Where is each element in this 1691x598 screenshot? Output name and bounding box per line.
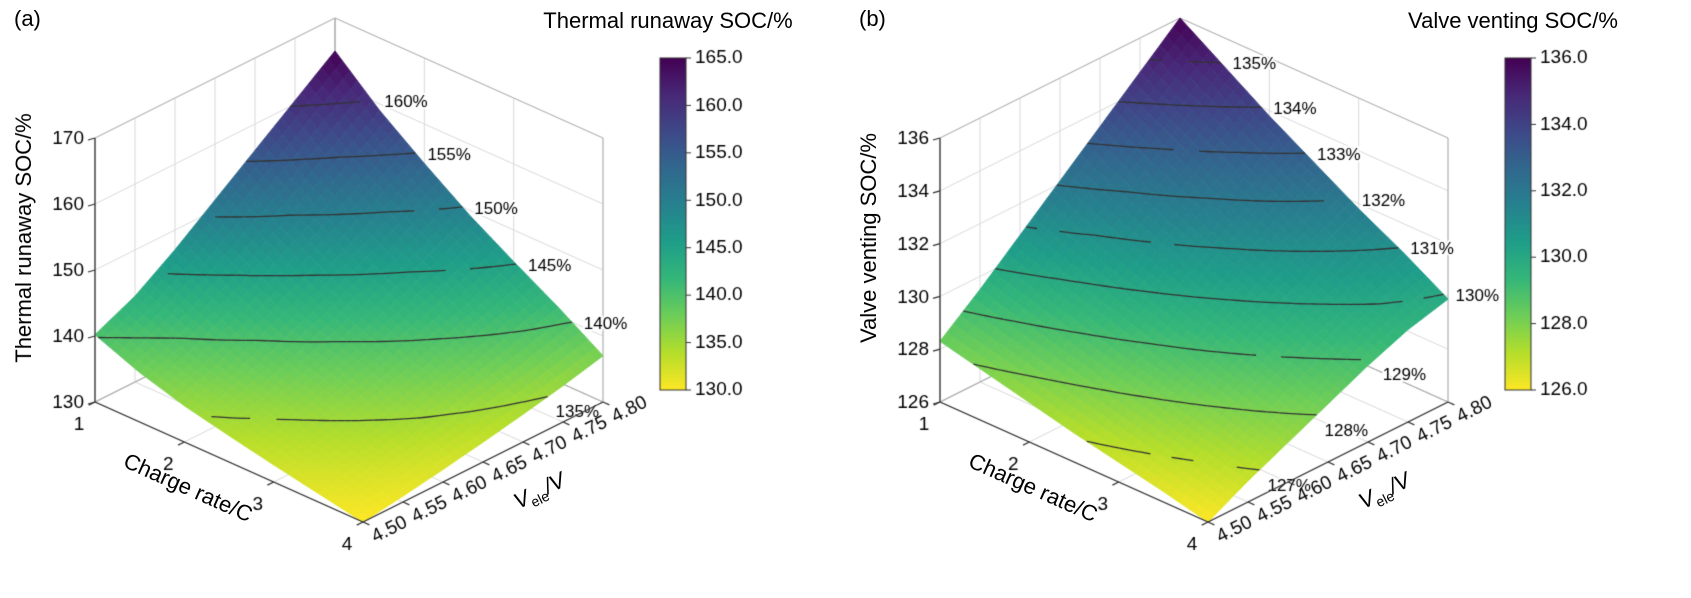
- panel-label-b: (b): [859, 6, 886, 31]
- colorbar-title-b: Valve venting SOC/%: [1408, 8, 1618, 33]
- panel-b: (b) Valve venting SOC/% Valve venting SO…: [845, 0, 1690, 598]
- z-axis-title-b: Valve venting SOC/%: [856, 133, 881, 343]
- surface-plot-canvas-a: [0, 0, 845, 598]
- colorbar-title-a: Thermal runaway SOC/%: [543, 8, 793, 33]
- z-axis-title-a: Thermal runaway SOC/%: [11, 113, 36, 363]
- surface-plot-canvas-b: [845, 0, 1690, 598]
- panel-a: (a) Thermal runaway SOC/% Thermal runawa…: [0, 0, 845, 598]
- panel-label-a: (a): [14, 6, 41, 31]
